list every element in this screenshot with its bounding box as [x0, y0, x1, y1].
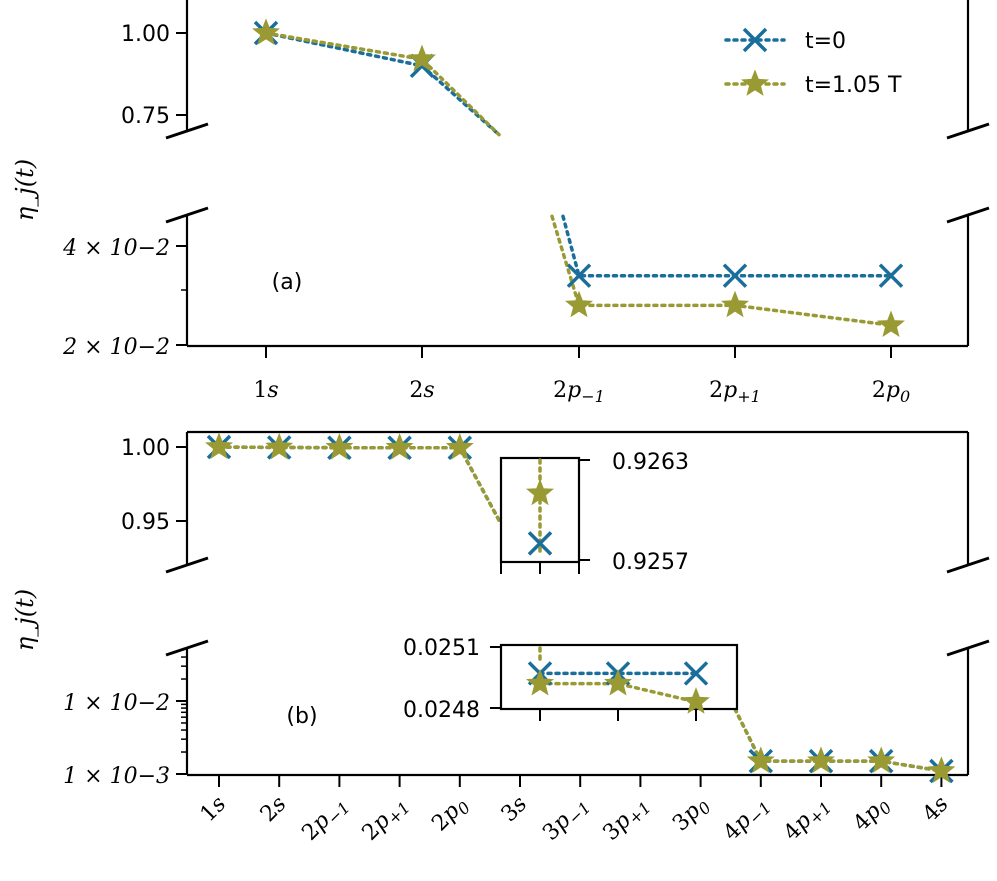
panel-a-ytick-label: 1.00 [121, 22, 170, 47]
data-point-t105 [807, 746, 835, 774]
data-point-t0 [527, 531, 553, 556]
panel-a-ytick-label: 2 × 10−2 [62, 335, 170, 360]
legend: t=0 t=1.05 T [724, 27, 902, 98]
inset-3s: 0.9263 0.9257 [499, 450, 689, 575]
panel-b-xtick-label: 4p−1 [719, 792, 775, 848]
data-point-t105 [526, 478, 554, 506]
legend-x-marker [742, 27, 768, 53]
data-point-t0 [683, 661, 709, 686]
series-line-1-upper [217, 445, 502, 524]
legend-label-t105: t=1.05 T [805, 73, 902, 98]
data-point-t105 [408, 44, 436, 72]
series-line-1-upper [264, 31, 501, 137]
data-point-t105 [526, 668, 554, 696]
panel-a-ytick-label: 0.75 [121, 104, 170, 129]
panel-b-ytick-label: 1 × 10−2 [63, 691, 170, 716]
inset-3p-ytick-label: 0.0251 [403, 636, 480, 661]
panel-a-xtick-label: 1s [253, 378, 278, 403]
data-point-t105 [877, 310, 905, 338]
panel-b-label: (b) [286, 704, 317, 729]
inset-3p: 0.0251 0.0248 [403, 636, 739, 723]
series-line-0-lower [561, 214, 893, 278]
panel-b-ytick-label: 0.95 [121, 510, 170, 535]
panel-b-xtick-label: 3p−1 [538, 792, 594, 848]
panel-b-xtick-label: 3s [497, 792, 533, 828]
axis-break-mark [165, 122, 209, 140]
panel-b-xtick-label: 2p−1 [297, 792, 353, 848]
data-point-t105 [325, 433, 354, 460]
panel-b-xtick-label: 4p0 [849, 792, 896, 839]
data-point-t105 [682, 687, 710, 714]
axis-break-mark [165, 556, 209, 574]
panel-b-ytick-label: 1.00 [121, 436, 170, 461]
panel-a-xtick-label: 2p+1 [709, 378, 761, 406]
data-point-t0 [566, 263, 592, 288]
panel-a: 1.00 0.75 4 × 10−2 2 × 10−2 1s 2s 2p−1 2p+1… [11, 0, 990, 406]
inset-3p-ytick-label: 0.0248 [403, 698, 480, 723]
panel-b-xtick-label: 4p+1 [779, 792, 835, 848]
inset-3p-line-t105 [538, 681, 698, 704]
inset-3s-ytick-label: 0.9263 [612, 450, 689, 475]
panel-a-xtick-label: 2p−1 [553, 378, 605, 406]
panel-a-y-axis-label: η_j(t) [11, 159, 39, 221]
panel-b: 1.00 0.95 1 × 10−2 1 × 10−3 1s 2s2p−12p+1… [11, 430, 990, 848]
panel-a-label: (a) [272, 270, 303, 295]
panel-b-xtick-label: 2p0 [427, 792, 474, 839]
data-point-t105 [385, 433, 414, 460]
series-line-0-upper [217, 445, 502, 524]
panel-b-xtick-label: 2s [256, 792, 292, 828]
axis-break-mark [946, 556, 990, 574]
data-point-t105 [252, 18, 280, 45]
legend-star-marker [741, 69, 769, 96]
panel-a-xtick-label: 2s [409, 378, 434, 403]
data-point-t105 [265, 432, 294, 460]
legend-label-t0: t=0 [805, 29, 846, 54]
panel-b-xtick-label: 3p0 [668, 792, 715, 839]
data-point-t105 [445, 433, 474, 460]
data-point-t105 [565, 290, 593, 318]
legend-marker-t105 [741, 69, 769, 96]
panel-b-xtick-label: 1s [196, 792, 232, 828]
data-point-t0 [722, 263, 748, 288]
panel-b-xtick-label: 4s [918, 792, 954, 828]
data-point-t105 [867, 746, 896, 774]
panel-b-y-axis-label: η_j(t) [11, 589, 39, 651]
axis-break-mark [946, 122, 990, 140]
data-point-t105 [927, 756, 956, 783]
data-point-t105 [721, 290, 749, 318]
panel-b-xtick-label: 3p+1 [598, 792, 654, 848]
panel-b-ytick-label: 1 × 10−3 [63, 764, 170, 789]
data-point-t105 [205, 432, 233, 459]
series-line-1-lower [550, 214, 893, 327]
panel-a-ytick-label: 4 × 10−2 [62, 236, 170, 261]
legend-marker-t0 [742, 27, 768, 53]
inset-3s-ytick-label: 0.9257 [612, 550, 689, 575]
panel-b-xtick-label: 2p+1 [358, 792, 414, 848]
series-line-0-upper [264, 31, 501, 137]
data-point-t105 [604, 668, 632, 696]
panel-a-xtick-label: 2p0 [872, 378, 910, 406]
data-point-t105 [746, 746, 775, 774]
data-point-t0 [878, 263, 904, 288]
